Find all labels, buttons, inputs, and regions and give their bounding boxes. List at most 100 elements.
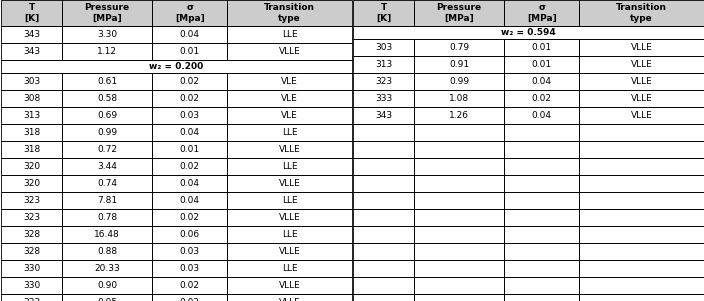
Text: Transition
type: Transition type (616, 3, 667, 23)
Text: VLE: VLE (282, 94, 298, 103)
Bar (227, 107, 352, 124)
Text: 308: 308 (23, 94, 40, 103)
Bar (415, 260, 504, 277)
Bar (1, 260, 63, 277)
Text: 318: 318 (23, 128, 40, 137)
Bar (415, 90, 504, 107)
Bar (415, 107, 504, 124)
Bar (415, 39, 504, 56)
Bar (152, 243, 227, 260)
Bar (353, 90, 415, 107)
Bar (415, 277, 504, 294)
Bar (353, 107, 415, 124)
Bar (504, 56, 579, 73)
Bar (63, 26, 152, 43)
Text: 330: 330 (23, 281, 40, 290)
Bar (152, 294, 227, 301)
Bar (152, 107, 227, 124)
Text: Pressure
[MPa]: Pressure [MPa] (436, 3, 482, 23)
Text: 1.12: 1.12 (97, 47, 117, 56)
Text: 0.01: 0.01 (180, 145, 200, 154)
Bar (63, 73, 152, 90)
Text: 0.02: 0.02 (180, 94, 200, 103)
Text: 0.69: 0.69 (97, 111, 118, 120)
Bar (415, 243, 504, 260)
Bar (579, 141, 704, 158)
Bar (227, 43, 352, 60)
Bar (152, 26, 227, 43)
Text: 333: 333 (375, 94, 392, 103)
Bar (1, 26, 63, 43)
Bar (152, 107, 227, 124)
Bar (579, 158, 704, 175)
Text: 0.04: 0.04 (180, 30, 200, 39)
Bar (227, 0, 352, 26)
Bar (415, 260, 504, 277)
Bar (152, 209, 227, 226)
Bar (504, 277, 579, 294)
Text: 320: 320 (23, 162, 40, 171)
Bar (353, 26, 704, 39)
Bar (63, 141, 152, 158)
Bar (1, 107, 63, 124)
Text: 323: 323 (23, 213, 40, 222)
Text: w₂ = 0.200: w₂ = 0.200 (149, 62, 203, 71)
Bar (1, 192, 63, 209)
Bar (579, 90, 704, 107)
Text: 1.08: 1.08 (449, 94, 470, 103)
Bar (227, 158, 352, 175)
Bar (579, 39, 704, 56)
Text: LLE: LLE (282, 264, 298, 273)
Bar (152, 124, 227, 141)
Bar (152, 141, 227, 158)
Bar (1, 294, 63, 301)
Bar (152, 0, 227, 26)
Bar (227, 294, 352, 301)
Text: VLLE: VLLE (631, 111, 653, 120)
Text: 0.02: 0.02 (180, 298, 200, 301)
Bar (504, 107, 579, 124)
Bar (579, 90, 704, 107)
Bar (63, 124, 152, 141)
Bar (63, 175, 152, 192)
Bar (415, 175, 504, 192)
Text: 0.74: 0.74 (97, 179, 117, 188)
Text: 16.48: 16.48 (94, 230, 120, 239)
Bar (353, 226, 415, 243)
Text: 0.03: 0.03 (180, 264, 200, 273)
Bar (152, 175, 227, 192)
Bar (415, 158, 504, 175)
Text: 0.02: 0.02 (180, 213, 200, 222)
Text: 318: 318 (23, 145, 40, 154)
Bar (415, 124, 504, 141)
Text: w₂ = 0.594: w₂ = 0.594 (501, 28, 556, 37)
Bar (227, 226, 352, 243)
Text: 0.03: 0.03 (180, 111, 200, 120)
Bar (1, 43, 63, 60)
Bar (63, 294, 152, 301)
Text: 313: 313 (375, 60, 392, 69)
Bar (1, 124, 63, 141)
Text: Transition
type: Transition type (264, 3, 315, 23)
Bar (504, 192, 579, 209)
Bar (504, 73, 579, 90)
Bar (353, 158, 415, 175)
Bar (227, 107, 352, 124)
Bar (504, 226, 579, 243)
Bar (63, 260, 152, 277)
Bar (504, 56, 579, 73)
Bar (227, 277, 352, 294)
Bar (1, 73, 63, 90)
Bar (63, 158, 152, 175)
Bar (1, 294, 63, 301)
Bar (504, 209, 579, 226)
Text: VLLE: VLLE (631, 43, 653, 52)
Bar (227, 277, 352, 294)
Bar (353, 90, 415, 107)
Bar (579, 56, 704, 73)
Bar (152, 124, 227, 141)
Bar (579, 192, 704, 209)
Bar (227, 90, 352, 107)
Bar (63, 107, 152, 124)
Bar (415, 209, 504, 226)
